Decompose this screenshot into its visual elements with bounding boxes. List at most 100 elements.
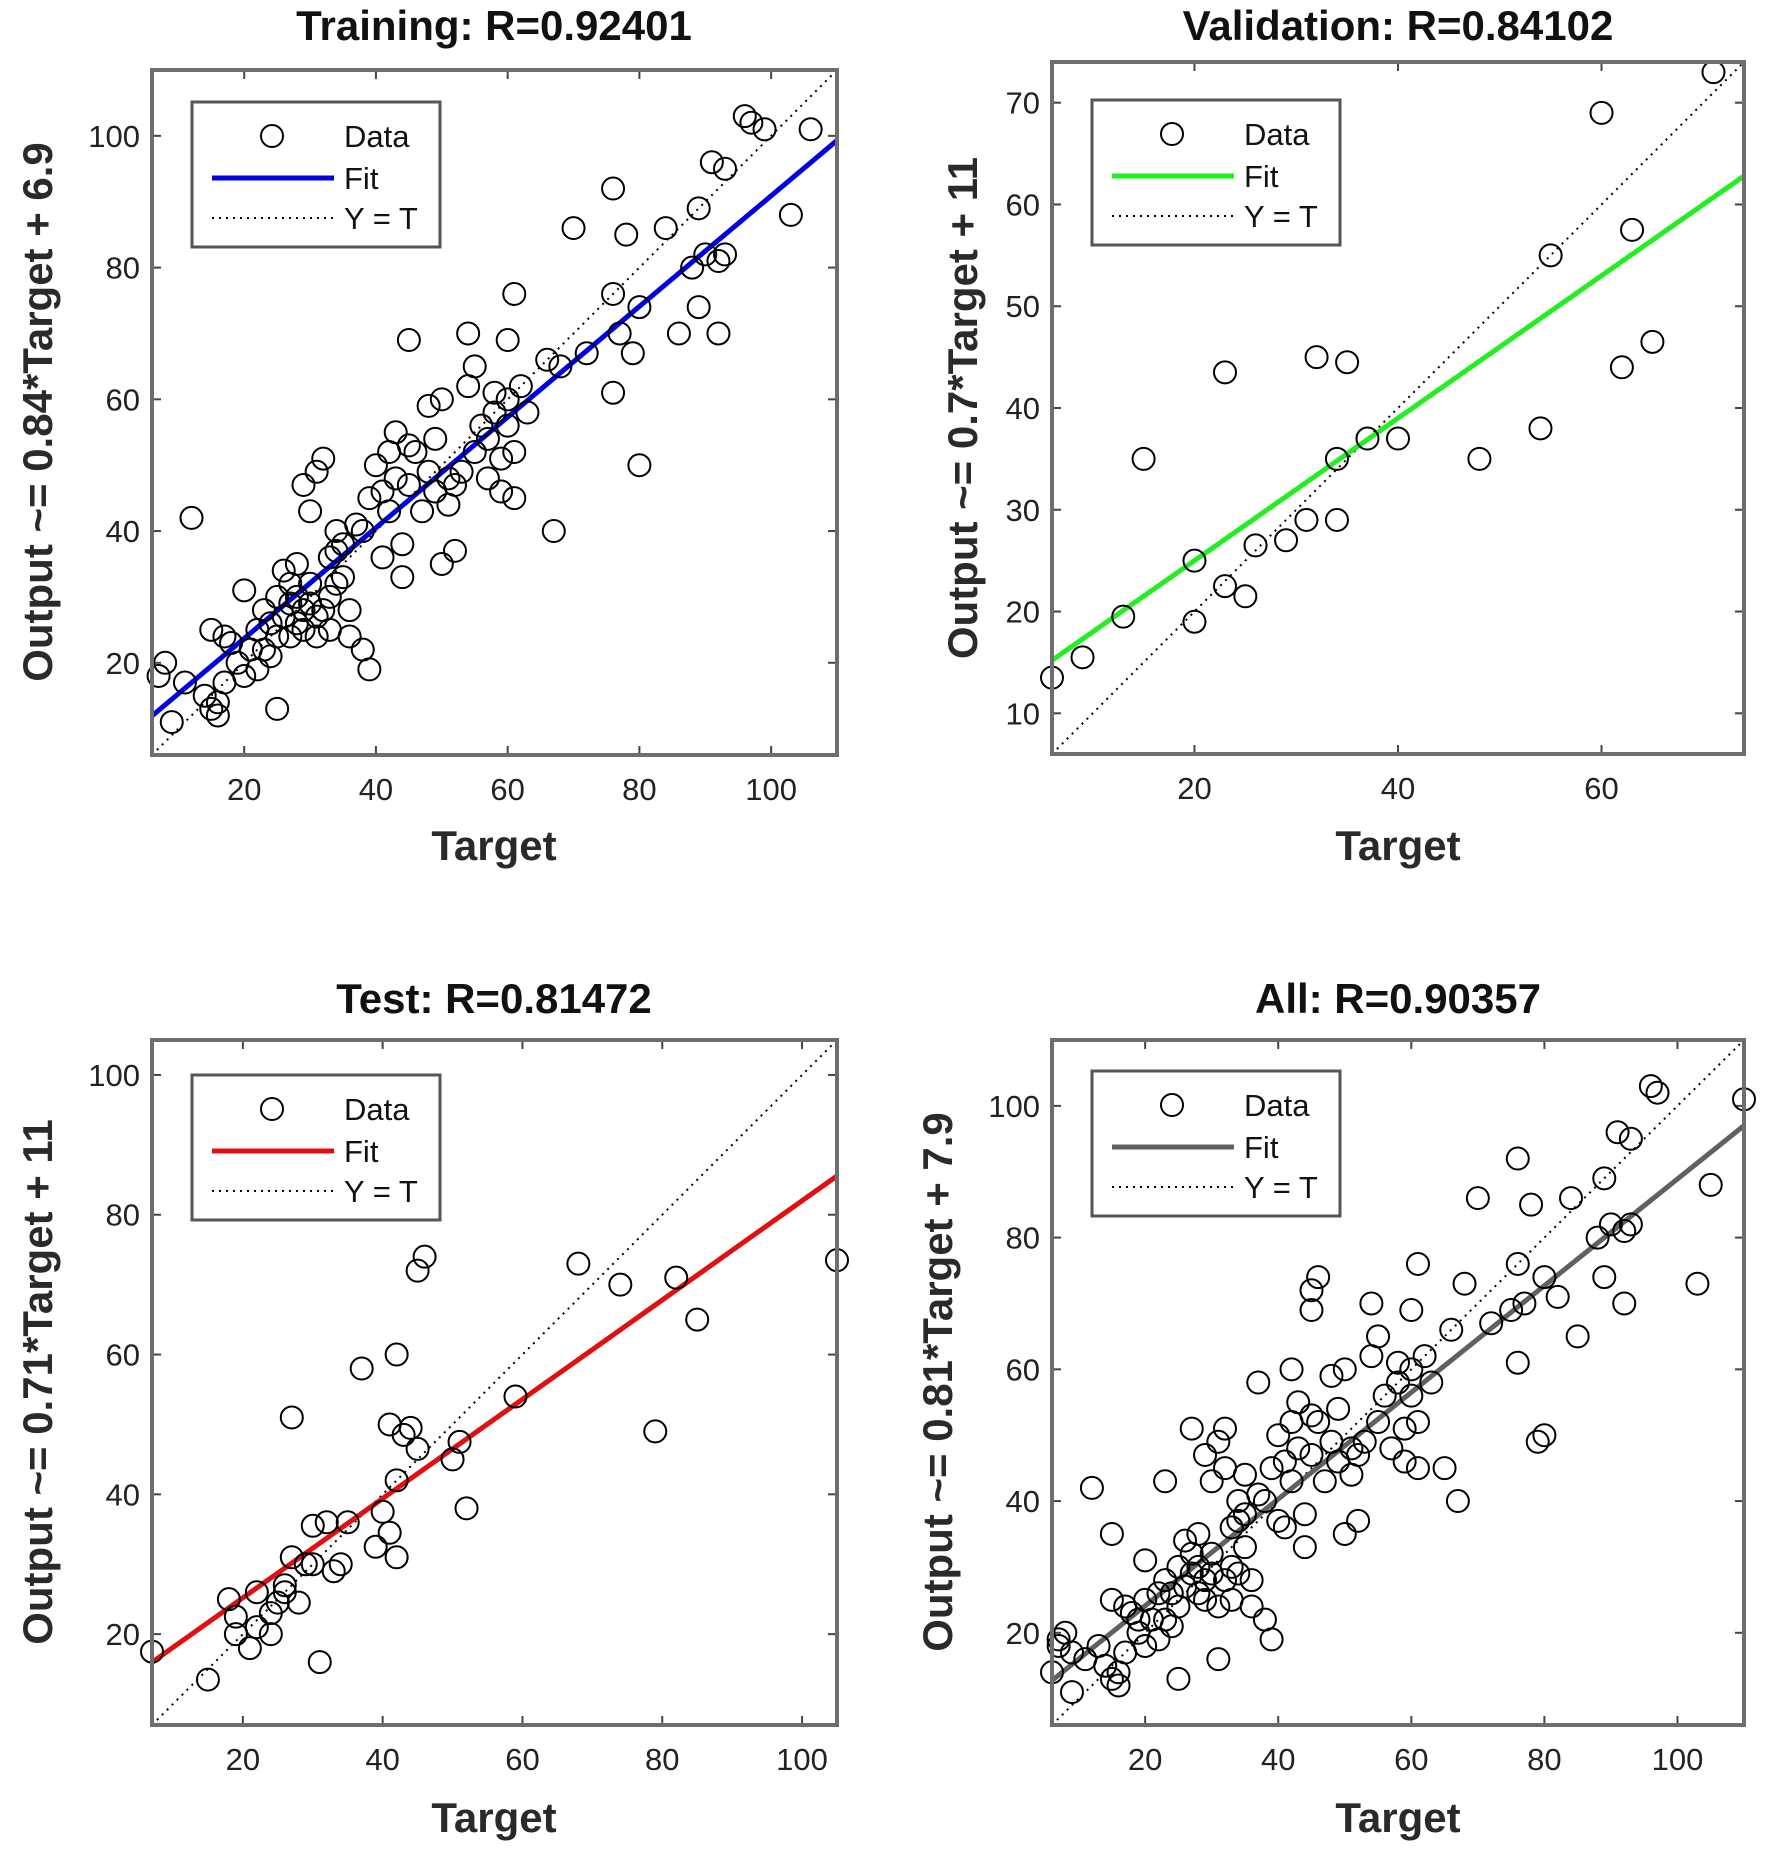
data-point [370,545,395,570]
data-point [286,1590,311,1615]
data-point [314,1510,339,1535]
data-point [442,538,467,563]
data-point [1638,1074,1663,1099]
data-point [1213,360,1237,385]
data-point [627,453,652,478]
data-point [1131,446,1156,471]
data-point [1319,1363,1344,1388]
x-tick-label: 100 [1652,1742,1704,1777]
data-point [1405,1410,1430,1435]
data-point [244,1580,269,1605]
data-point [1306,1265,1331,1290]
data-point [502,440,527,465]
data-point [706,321,731,346]
legend-data-label: Data [1244,117,1310,152]
training-chart: Training: R=0.92401 Data Fit Y = T Targe… [14,2,839,869]
data-point [321,1559,346,1584]
data-point [502,486,527,511]
legend-fit-label: Fit [1244,1130,1279,1165]
data-point [1206,1429,1231,1454]
data-point [370,1499,395,1524]
legend-identity-label: Y = T [344,1174,418,1209]
data-point [1193,1442,1218,1467]
data-point [412,1244,437,1269]
x-tick-label: 100 [745,772,797,807]
legend-data-label: Data [1244,1088,1310,1123]
data-point [396,328,421,353]
data-point [1532,1265,1557,1290]
data-point [548,354,573,379]
data-point [232,578,257,603]
data-point [601,281,626,306]
legend-data-marker [1160,122,1184,146]
data-point [1346,1442,1371,1467]
data-point [1232,1462,1257,1487]
data-point [1592,1265,1617,1290]
data-point [1620,217,1645,242]
data-point [574,341,599,366]
data-point [706,249,731,274]
data-point [601,176,626,201]
data-point [680,255,705,280]
plot-frame [1050,60,1746,756]
data-point [304,604,329,629]
data-point [396,472,421,497]
data-point [1233,584,1258,609]
y-tick-label: 10 [1006,696,1040,731]
data-point [391,1422,416,1447]
data-point [566,1251,591,1276]
data-point [1612,1219,1637,1244]
y-axis-label: Output ~= 0.71*Target + 11 [14,1119,61,1645]
y-tick-label: 40 [106,514,140,549]
data-point [561,216,586,241]
y-tick-label: 70 [1006,86,1040,121]
data-point [1292,1535,1317,1560]
data-point [1618,1126,1643,1151]
x-tick-label: 100 [776,1742,828,1777]
y-axis-label: Output ~= 0.84*Target + 6.9 [14,142,61,682]
data-point [1199,1469,1224,1494]
data-point [1299,1403,1324,1428]
plot-frame [150,68,839,757]
y-tick-label: 60 [106,382,140,417]
data-point [1299,1278,1324,1303]
data-point [1279,1357,1304,1382]
legend-fit-label: Fit [1244,159,1279,194]
y-tick-label: 60 [1006,1352,1040,1387]
legend-identity-label: Y = T [1244,1170,1318,1205]
data-point [515,400,540,425]
data-point [1519,1192,1544,1217]
data-point [482,400,507,425]
data-point [258,1622,283,1647]
data-point [311,446,336,471]
data-point [541,519,566,544]
data-point [1324,507,1349,532]
data-point [664,1265,689,1290]
data-point [1339,1436,1364,1461]
data-point [212,624,237,649]
data-point [1532,1423,1557,1448]
data-point [278,624,303,649]
legend-data-marker [260,1097,284,1121]
data-point [1259,1456,1284,1481]
data-point [1585,1225,1610,1250]
test-chart: Test: R=0.81472 Data Fit Y = T Target Ou… [14,975,849,1841]
data-point [1246,1370,1271,1395]
legend: Data Fit Y = T [190,1073,442,1222]
data-point [495,387,520,412]
data-point [403,440,428,465]
data-point [291,598,316,623]
data-point [1698,1172,1723,1197]
legend: Data Fit Y = T [1090,1069,1342,1218]
data-point [1213,1416,1237,1441]
all-chart: All: R=0.90357 Data Fit Y = T Target Out… [914,975,1756,1841]
data-point [1070,645,1095,670]
data-point [1346,1508,1371,1533]
validation-chart: Validation: R=0.84102 Data Fit Y = T Tar… [939,2,1746,869]
data-point [396,433,421,458]
y-axis-label: Output ~= 0.81*Target + 7.9 [914,1112,961,1652]
y-tick-label: 80 [106,1198,140,1233]
data-point [304,624,329,649]
data-point [291,617,316,642]
y-axis-label: Output ~= 0.7*Target + 11 [939,157,986,659]
